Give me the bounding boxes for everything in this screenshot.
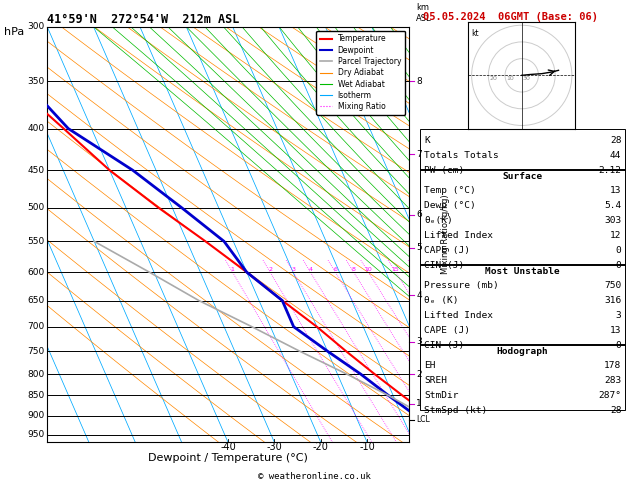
Text: CAPE (J): CAPE (J): [424, 326, 470, 335]
Text: Totals Totals: Totals Totals: [424, 151, 499, 160]
Text: Hodograph: Hodograph: [496, 347, 548, 356]
Text: 10: 10: [506, 75, 514, 81]
Text: 28: 28: [610, 136, 621, 145]
Text: 3: 3: [291, 267, 296, 272]
Text: 700: 700: [27, 322, 44, 331]
Text: 0: 0: [616, 341, 621, 349]
Text: θₑ(K): θₑ(K): [424, 216, 453, 225]
Text: 4: 4: [308, 267, 313, 272]
Text: CIN (J): CIN (J): [424, 341, 464, 349]
Text: 3: 3: [616, 311, 621, 320]
Text: © weatheronline.co.uk: © weatheronline.co.uk: [258, 472, 371, 481]
Text: 500: 500: [27, 203, 44, 212]
Text: LCL: LCL: [416, 415, 430, 424]
Text: 4: 4: [416, 291, 421, 299]
Text: 550: 550: [27, 237, 44, 246]
Text: CIN (J): CIN (J): [424, 260, 464, 270]
Text: Pressure (mb): Pressure (mb): [424, 281, 499, 290]
Text: Mixing Ratio (g/kg): Mixing Ratio (g/kg): [440, 195, 450, 274]
Text: Most Unstable: Most Unstable: [485, 266, 559, 276]
Text: 8: 8: [416, 77, 422, 86]
Text: 316: 316: [604, 296, 621, 305]
Text: 350: 350: [27, 77, 44, 86]
Text: 7: 7: [416, 150, 422, 159]
Text: 850: 850: [27, 391, 44, 400]
Text: 2: 2: [416, 369, 421, 379]
Text: 750: 750: [604, 281, 621, 290]
Text: 1: 1: [416, 399, 422, 408]
Text: 8: 8: [352, 267, 355, 272]
Text: -30: -30: [267, 442, 282, 452]
Text: 650: 650: [27, 296, 44, 305]
Text: θₑ (K): θₑ (K): [424, 296, 459, 305]
Text: 6: 6: [416, 210, 422, 219]
Text: StmSpd (kt): StmSpd (kt): [424, 406, 487, 415]
Text: 05.05.2024  06GMT (Base: 06): 05.05.2024 06GMT (Base: 06): [423, 12, 598, 22]
Text: 0: 0: [616, 260, 621, 270]
Text: -10: -10: [359, 442, 375, 452]
Text: 6: 6: [333, 267, 337, 272]
Text: 28: 28: [610, 406, 621, 415]
Text: 178: 178: [604, 362, 621, 370]
Text: 10: 10: [364, 267, 372, 272]
Text: 0: 0: [616, 246, 621, 255]
Text: 5.4: 5.4: [604, 201, 621, 210]
Text: SREH: SREH: [424, 376, 447, 385]
Text: Lifted Index: Lifted Index: [424, 231, 493, 240]
Text: 30: 30: [523, 75, 530, 81]
Text: -40: -40: [220, 442, 236, 452]
Text: 5: 5: [416, 243, 422, 252]
Text: 600: 600: [27, 268, 44, 277]
Text: 2.12: 2.12: [598, 166, 621, 175]
Text: 3: 3: [416, 337, 422, 346]
Text: 15: 15: [392, 267, 399, 272]
Text: 750: 750: [27, 347, 44, 356]
Text: km
ASL: km ASL: [416, 3, 431, 22]
Text: 900: 900: [27, 411, 44, 420]
Text: 13: 13: [610, 326, 621, 335]
Text: 283: 283: [604, 376, 621, 385]
Text: 300: 300: [27, 22, 44, 31]
Text: Dewp (°C): Dewp (°C): [424, 201, 476, 210]
Text: Surface: Surface: [502, 172, 542, 181]
Text: Lifted Index: Lifted Index: [424, 311, 493, 320]
Text: 13: 13: [610, 187, 621, 195]
Text: 41°59'N  272°54'W  212m ASL: 41°59'N 272°54'W 212m ASL: [47, 13, 240, 26]
Text: K: K: [424, 136, 430, 145]
X-axis label: Dewpoint / Temperature (°C): Dewpoint / Temperature (°C): [148, 453, 308, 463]
Text: 950: 950: [27, 431, 44, 439]
Text: EH: EH: [424, 362, 435, 370]
Text: 44: 44: [610, 151, 621, 160]
Text: -20: -20: [313, 442, 329, 452]
Text: Temp (°C): Temp (°C): [424, 187, 476, 195]
Text: StmDir: StmDir: [424, 391, 459, 400]
Text: 1: 1: [231, 267, 235, 272]
Text: 400: 400: [27, 124, 44, 133]
Text: 12: 12: [610, 231, 621, 240]
Text: 303: 303: [604, 216, 621, 225]
Text: kt: kt: [472, 29, 479, 37]
Text: 20: 20: [489, 75, 497, 81]
Text: PW (cm): PW (cm): [424, 166, 464, 175]
Legend: Temperature, Dewpoint, Parcel Trajectory, Dry Adiabat, Wet Adiabat, Isotherm, Mi: Temperature, Dewpoint, Parcel Trajectory…: [316, 31, 405, 115]
Text: 287°: 287°: [598, 391, 621, 400]
Text: CAPE (J): CAPE (J): [424, 246, 470, 255]
Text: hPa: hPa: [4, 27, 25, 37]
Text: 800: 800: [27, 369, 44, 379]
Text: 450: 450: [27, 166, 44, 175]
Text: 2: 2: [268, 267, 272, 272]
